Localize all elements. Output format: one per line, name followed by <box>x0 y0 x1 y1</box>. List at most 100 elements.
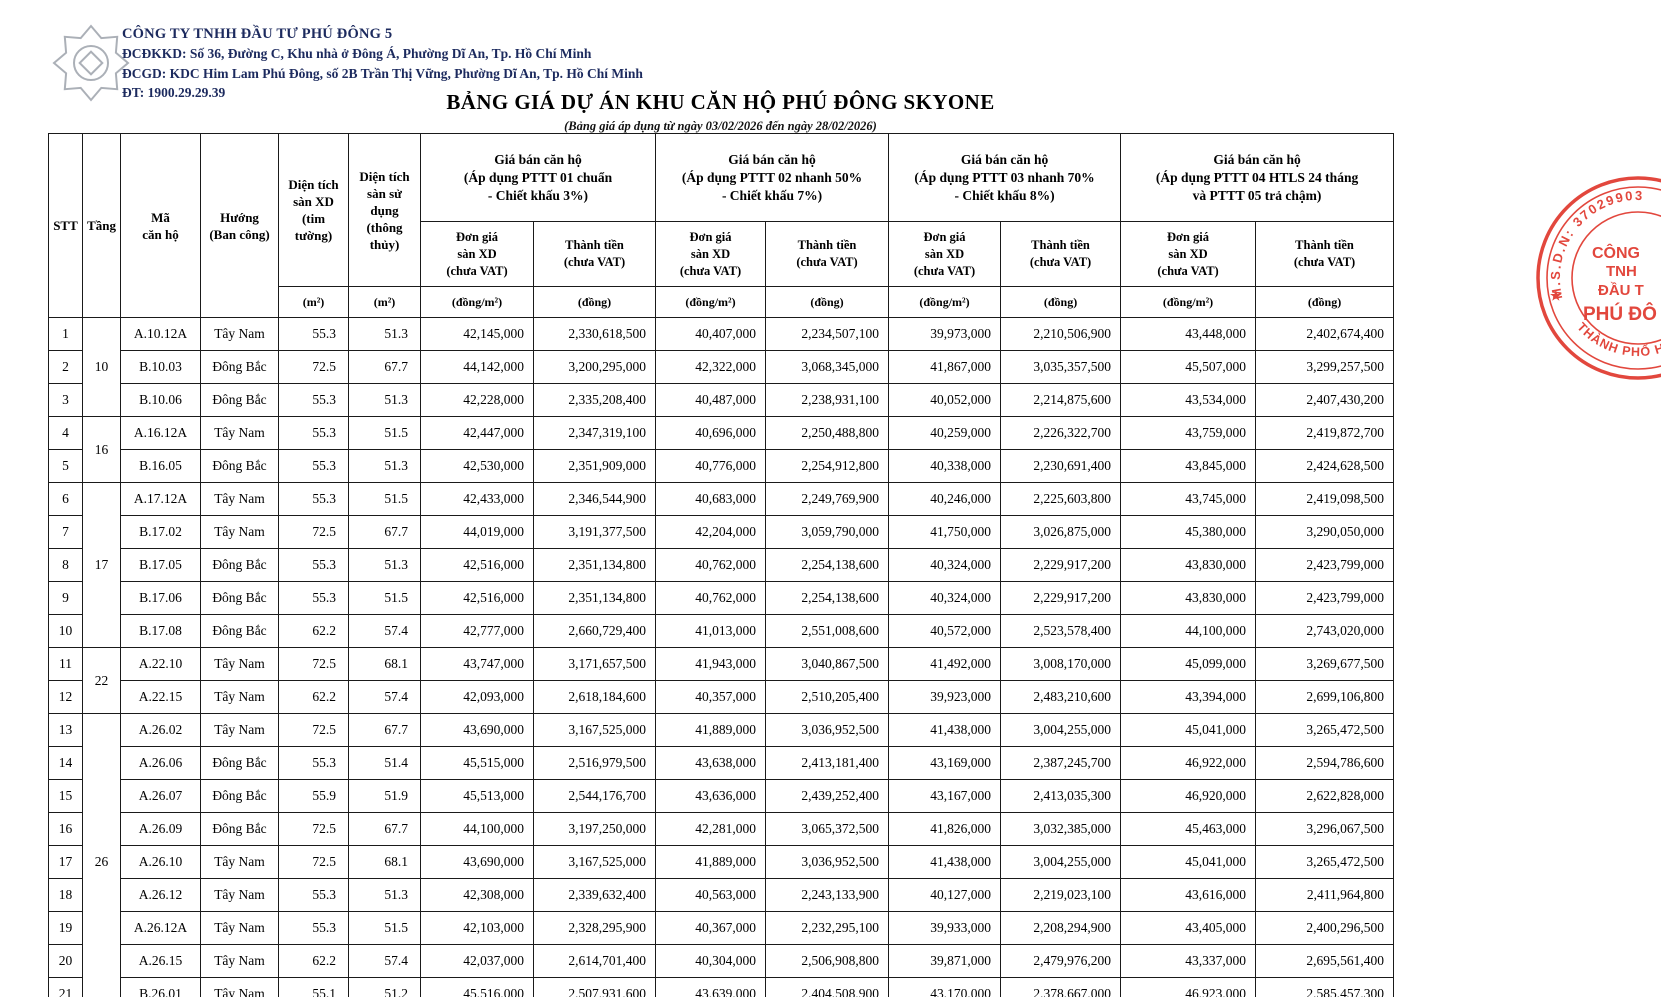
total-pttt03-cell: 3,004,255,000 <box>1000 845 1122 879</box>
header-stt: STT <box>48 133 83 318</box>
table-row: 10 B.17.08 Đông Bắc 62.2 57.4 42,777,000 2,660… <box>48 614 1395 648</box>
total-pttt03-cell: 2,210,506,900 <box>1000 317 1122 351</box>
unit-price-pttt03-cell: 39,871,000 <box>888 944 1002 978</box>
stamp-line-3: ĐẦU T <box>1598 282 1644 299</box>
unit-price-pttt02-cell: 41,943,000 <box>655 647 766 681</box>
unit-dong-m2-1: (đồng/m²) <box>420 286 534 318</box>
row-number-cell: 5 <box>48 449 83 483</box>
total-pttt04-cell: 2,585,457,300 <box>1255 977 1395 997</box>
unit-price-pttt01-cell: 42,433,000 <box>420 482 534 516</box>
total-pttt04-cell: 2,402,674,400 <box>1255 317 1395 351</box>
row-number-cell: 6 <box>48 482 83 516</box>
row-number-cell: 1 <box>48 317 83 351</box>
area-usable-cell: 67.7 <box>348 350 421 384</box>
total-pttt04-cell: 3,290,050,000 <box>1255 515 1395 549</box>
total-pttt01-cell: 2,516,979,500 <box>533 746 656 780</box>
total-pttt01-cell: 2,346,544,900 <box>533 482 656 516</box>
total-pttt01-cell: 2,339,632,400 <box>533 878 656 912</box>
unit-price-pttt01-cell: 42,530,000 <box>420 449 534 483</box>
total-pttt04-cell: 2,423,799,000 <box>1255 548 1395 582</box>
unit-code-cell: B.17.06 <box>120 581 201 615</box>
total-pttt04-cell: 3,265,472,500 <box>1255 713 1395 747</box>
table-row: 7 B.17.02 Tây Nam 72.5 67.7 44,019,000 3,191,3… <box>48 515 1395 549</box>
direction-cell: Đông Bắc <box>200 548 279 582</box>
total-pttt04-cell: 2,695,561,400 <box>1255 944 1395 978</box>
unit-price-pttt01-cell: 42,777,000 <box>420 614 534 648</box>
total-pttt03-cell: 2,219,023,100 <box>1000 878 1122 912</box>
header-price-group-1: Giá bán căn hộ (Áp dụng PTTT 01 chuẩn - … <box>420 133 656 222</box>
total-pttt03-cell: 2,523,578,400 <box>1000 614 1122 648</box>
area-construction-cell: 72.5 <box>278 812 349 846</box>
table-row: 5 B.16.05 Đông Bắc 55.3 51.3 42,530,000 2,351,… <box>48 449 1395 483</box>
area-construction-cell: 62.2 <box>278 680 349 714</box>
table-row: 2 B.10.03 Đông Bắc 72.5 67.7 44,142,000 3,200,… <box>48 350 1395 384</box>
unit-price-pttt03-cell: 39,933,000 <box>888 911 1002 945</box>
unit-price-pttt01-cell: 43,690,000 <box>420 845 534 879</box>
unit-price-pttt02-cell: 40,776,000 <box>655 449 766 483</box>
unit-code-cell: B.17.08 <box>120 614 201 648</box>
row-number-cell: 17 <box>48 845 83 879</box>
unit-price-pttt02-cell: 40,762,000 <box>655 581 766 615</box>
header-unit-price-2: Đơn giá sàn XD (chưa VAT) <box>655 221 766 287</box>
unit-price-pttt01-cell: 42,093,000 <box>420 680 534 714</box>
floor-cell: 16 <box>82 416 121 483</box>
total-pttt03-cell: 2,230,691,400 <box>1000 449 1122 483</box>
unit-price-pttt01-cell: 45,513,000 <box>420 779 534 813</box>
unit-price-pttt01-cell: 42,228,000 <box>420 383 534 417</box>
unit-price-pttt02-cell: 43,639,000 <box>655 977 766 997</box>
unit-dong-m2-2: (đồng/m²) <box>655 286 766 318</box>
unit-price-pttt02-cell: 40,357,000 <box>655 680 766 714</box>
unit-price-pttt03-cell: 41,867,000 <box>888 350 1002 384</box>
total-pttt02-cell: 2,243,133,900 <box>764 878 890 912</box>
total-pttt02-cell: 2,254,138,600 <box>764 581 890 615</box>
header-total-1: Thành tiền (chưa VAT) <box>533 221 656 287</box>
total-pttt04-cell: 2,400,296,500 <box>1255 911 1395 945</box>
direction-cell: Đông Bắc <box>200 779 279 813</box>
direction-cell: Tây Nam <box>200 944 279 978</box>
total-pttt03-cell: 3,032,385,000 <box>1000 812 1122 846</box>
total-pttt01-cell: 2,544,176,700 <box>533 779 656 813</box>
unit-code-cell: A.10.12A <box>120 317 201 351</box>
total-pttt02-cell: 2,404,508,900 <box>764 977 890 997</box>
header-unit-price-3: Đơn giá sàn XD (chưa VAT) <box>888 221 1002 287</box>
unit-price-pttt02-cell: 41,889,000 <box>655 845 766 879</box>
total-pttt04-cell: 3,269,677,500 <box>1255 647 1395 681</box>
stamp-line-2: TNH <box>1606 263 1637 280</box>
unit-price-pttt03-cell: 39,923,000 <box>888 680 1002 714</box>
company-logo-icon <box>52 24 130 102</box>
area-construction-cell: 72.5 <box>278 350 349 384</box>
direction-cell: Tây Nam <box>200 647 279 681</box>
area-construction-cell: 72.5 <box>278 647 349 681</box>
header-floor: Tầng <box>82 133 121 318</box>
unit-price-pttt04-cell: 43,830,000 <box>1120 548 1257 582</box>
unit-price-pttt02-cell: 42,204,000 <box>655 515 766 549</box>
unit-dong-1: (đồng) <box>533 286 656 318</box>
area-usable-cell: 51.5 <box>348 911 421 945</box>
unit-code-cell: A.26.02 <box>120 713 201 747</box>
area-construction-cell: 55.3 <box>278 416 349 450</box>
unit-price-pttt03-cell: 40,259,000 <box>888 416 1002 450</box>
total-pttt02-cell: 3,059,790,000 <box>764 515 890 549</box>
total-pttt04-cell: 2,699,106,800 <box>1255 680 1395 714</box>
unit-code-cell: A.26.12A <box>120 911 201 945</box>
unit-price-pttt04-cell: 45,463,000 <box>1120 812 1257 846</box>
total-pttt01-cell: 2,335,208,400 <box>533 383 656 417</box>
row-number-cell: 2 <box>48 350 83 384</box>
stamp-star-icon: ★ <box>1550 288 1562 303</box>
unit-code-cell: A.22.10 <box>120 647 201 681</box>
total-pttt02-cell: 3,065,372,500 <box>764 812 890 846</box>
price-table-header: STT Tầng Mã căn hộ Hướng (Ban công) Diện… <box>48 133 1395 318</box>
total-pttt01-cell: 3,167,525,000 <box>533 713 656 747</box>
area-construction-cell: 55.3 <box>278 482 349 516</box>
unit-code-cell: A.26.10 <box>120 845 201 879</box>
header-total-3: Thành tiền (chưa VAT) <box>1000 221 1122 287</box>
header-total-4: Thành tiền (chưa VAT) <box>1255 221 1395 287</box>
unit-price-pttt02-cell: 40,683,000 <box>655 482 766 516</box>
price-table: STT Tầng Mã căn hộ Hướng (Ban công) Diện… <box>48 133 1395 997</box>
unit-price-pttt02-cell: 40,762,000 <box>655 548 766 582</box>
area-usable-cell: 51.3 <box>348 317 421 351</box>
unit-price-pttt03-cell: 41,438,000 <box>888 845 1002 879</box>
unit-code-cell: A.16.12A <box>120 416 201 450</box>
unit-price-pttt04-cell: 43,759,000 <box>1120 416 1257 450</box>
